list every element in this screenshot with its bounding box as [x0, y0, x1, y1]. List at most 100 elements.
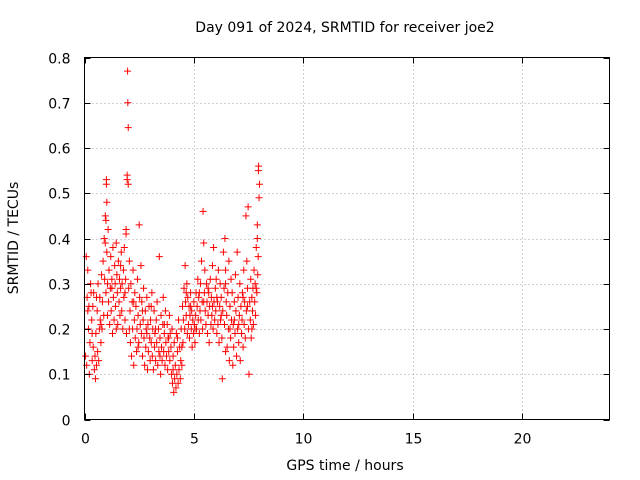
data-point — [198, 257, 206, 265]
data-point — [112, 325, 120, 333]
data-point — [220, 284, 228, 292]
data-point — [189, 330, 197, 338]
data-point — [133, 348, 141, 356]
data-point — [213, 330, 221, 338]
data-point — [125, 325, 133, 333]
data-point — [243, 302, 251, 310]
data-point — [192, 311, 200, 319]
data-point — [200, 239, 208, 247]
data-point — [94, 280, 102, 288]
data-point — [205, 339, 213, 347]
data-point — [99, 257, 107, 265]
data-point — [93, 361, 101, 369]
data-point — [111, 262, 119, 270]
data-point — [235, 311, 243, 319]
data-point — [235, 339, 243, 347]
data-point — [255, 162, 263, 170]
data-point — [95, 357, 103, 365]
data-point — [103, 248, 111, 256]
data-point — [208, 302, 216, 310]
data-point — [109, 330, 116, 338]
y-tick-label: 0.1 — [48, 368, 70, 384]
data-point — [103, 198, 111, 206]
y-axis-label: SRMTID / TECUs — [6, 182, 22, 295]
y-tick-label: 0.8 — [48, 52, 70, 68]
data-point — [210, 244, 218, 252]
data-point — [187, 302, 195, 310]
data-point — [222, 280, 230, 288]
data-point — [138, 352, 146, 360]
data-point — [194, 275, 202, 283]
x-tick-label: 0 — [81, 432, 90, 448]
data-point — [128, 352, 136, 360]
data-point — [228, 289, 236, 297]
data-point — [170, 388, 178, 396]
data-point — [165, 334, 173, 342]
data-point — [214, 298, 221, 306]
data-point — [162, 339, 170, 347]
data-point — [134, 311, 142, 319]
data-point — [149, 366, 157, 374]
data-point — [82, 253, 90, 261]
data-point — [89, 302, 97, 310]
data-point — [136, 293, 144, 301]
data-point — [138, 307, 146, 315]
data-point — [161, 361, 169, 369]
data-point — [234, 325, 242, 333]
data-point — [133, 325, 141, 333]
data-point — [207, 320, 215, 328]
data-point — [230, 316, 238, 324]
data-point — [208, 311, 216, 319]
data-point — [214, 266, 222, 274]
data-point — [165, 348, 173, 356]
data-point — [247, 275, 255, 283]
data-point — [109, 244, 117, 252]
data-point — [143, 330, 151, 338]
data-point — [204, 284, 212, 292]
data-point — [108, 284, 116, 292]
data-point — [237, 302, 245, 310]
data-point — [195, 293, 203, 301]
data-point — [248, 293, 256, 301]
plot-frame — [84, 57, 610, 420]
data-point — [105, 298, 113, 306]
data-point — [253, 289, 261, 297]
data-point — [214, 320, 222, 328]
data-point — [154, 361, 162, 369]
data-point — [160, 330, 168, 338]
data-point — [199, 325, 207, 333]
data-point — [113, 289, 121, 297]
data-point — [146, 334, 154, 342]
data-point — [116, 311, 124, 319]
data-point — [157, 370, 165, 378]
data-point — [107, 307, 115, 315]
data-point — [212, 307, 220, 315]
data-point — [252, 284, 260, 292]
data-point — [122, 275, 130, 283]
y-tick-label: 0.3 — [48, 278, 70, 294]
data-point — [135, 221, 143, 229]
data-point — [107, 253, 115, 261]
data-point — [93, 307, 101, 315]
x-tick-label: 5 — [190, 432, 199, 448]
data-point — [249, 320, 257, 328]
data-point — [97, 320, 105, 328]
data-point — [190, 320, 198, 328]
data-point — [230, 298, 238, 306]
data-point — [158, 343, 165, 351]
data-point — [102, 176, 110, 184]
data-point — [129, 266, 137, 274]
data-point — [94, 348, 102, 356]
data-point — [151, 330, 159, 338]
data-point — [117, 248, 125, 256]
data-point — [166, 330, 174, 338]
data-point — [144, 320, 152, 328]
data-point — [174, 379, 182, 387]
data-point — [235, 320, 243, 328]
data-point — [240, 266, 248, 274]
data-point — [160, 320, 168, 328]
data-point — [239, 343, 247, 351]
data-point — [103, 311, 111, 319]
data-point — [119, 325, 127, 333]
